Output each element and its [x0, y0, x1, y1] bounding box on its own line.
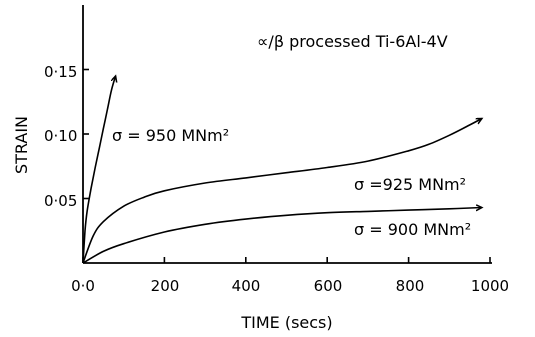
x-tick-label: 1000	[471, 277, 509, 295]
y-tick-label: 0·10	[44, 127, 77, 145]
x-tick-label: 200	[151, 277, 180, 295]
series-label-925: σ =925 MNm²	[354, 175, 466, 194]
x-tick-labels: 0·0 200 400 600 800 1000	[71, 277, 509, 295]
series-label-900: σ = 900 MNm²	[354, 220, 471, 239]
series-line-2	[82, 208, 482, 264]
series-line-1	[82, 119, 482, 264]
x-tick-label: 400	[232, 277, 261, 295]
x-axis-title: TIME (secs)	[240, 313, 332, 332]
x-tick-label: 800	[396, 277, 425, 295]
y-axis-title: STRAIN	[12, 116, 31, 174]
y-tick-labels: 0·05 0·10 0·15	[44, 63, 77, 210]
chart-title: ∝/β processed Ti-6Al-4V	[257, 32, 448, 51]
x-tick-label: 0·0	[71, 277, 95, 295]
series-line-0	[82, 76, 116, 264]
series-group	[82, 76, 482, 264]
x-tick-label: 600	[314, 277, 343, 295]
series-label-950: σ = 950 MNm²	[112, 126, 229, 145]
y-tick-label: 0·15	[44, 63, 77, 81]
y-tick-label: 0·05	[44, 192, 77, 210]
